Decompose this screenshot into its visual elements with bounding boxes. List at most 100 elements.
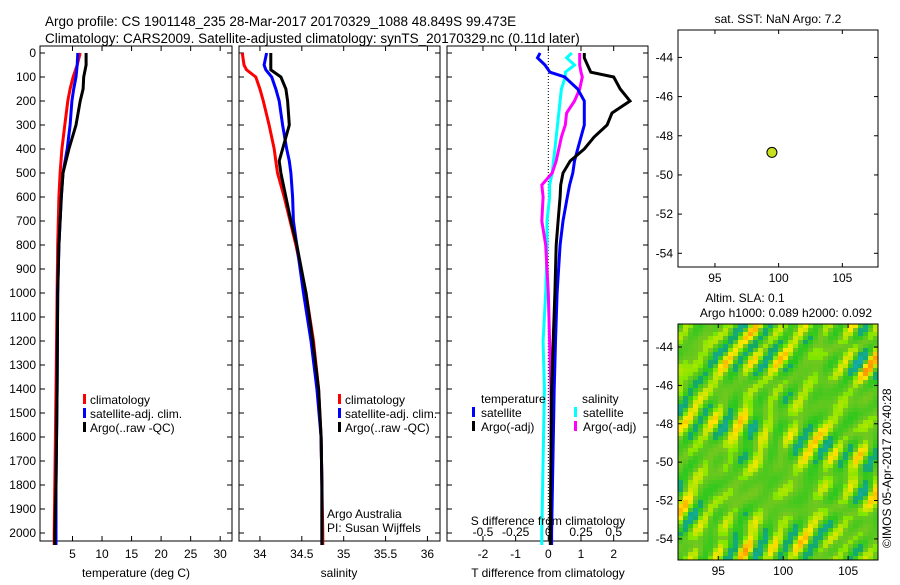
heatmap-cell <box>823 436 828 440</box>
heatmap-cell <box>718 372 723 376</box>
heatmap-cell <box>813 404 818 408</box>
heatmap-cell <box>763 532 768 536</box>
s-tick-label: 0.25 <box>569 525 593 539</box>
heatmap-cell <box>803 452 808 456</box>
heatmap-cell <box>838 412 843 416</box>
heatmap-cell <box>838 444 843 448</box>
heatmap-cell <box>858 504 863 508</box>
heatmap-cell <box>838 480 843 484</box>
heatmap-cell <box>708 388 713 392</box>
x-tick-label: 2 <box>610 547 617 561</box>
heatmap-cell <box>783 396 788 400</box>
heatmap-cell <box>873 508 878 512</box>
heatmap-cell <box>823 480 828 484</box>
heatmap-cell <box>753 504 758 508</box>
heatmap-cell <box>763 384 768 388</box>
heatmap-cell <box>758 424 763 428</box>
heatmap-cell <box>778 460 783 464</box>
heatmap-cell <box>818 340 823 344</box>
heatmap-cell <box>683 340 688 344</box>
heatmap-cell <box>678 504 683 508</box>
heatmap-cell <box>678 540 683 544</box>
heatmap-cell <box>813 448 818 452</box>
heatmap-cell <box>848 428 853 432</box>
heatmap-cell <box>793 456 798 460</box>
heatmap-cell <box>808 380 813 384</box>
heatmap-cell <box>748 452 753 456</box>
heatmap-cell <box>758 500 763 504</box>
heatmap-cell <box>838 512 843 516</box>
heatmap-cell <box>828 324 833 328</box>
heatmap-cell <box>718 452 723 456</box>
heatmap-cell <box>688 440 693 444</box>
heatmap-cell <box>798 340 803 344</box>
heatmap-cell <box>743 344 748 348</box>
heatmap-cell <box>863 340 868 344</box>
heatmap-cell <box>858 328 863 332</box>
heatmap-cell <box>723 348 728 352</box>
heatmap-cell <box>863 356 868 360</box>
heatmap-cell <box>793 424 798 428</box>
heatmap-cell <box>818 332 823 336</box>
heatmap-cell <box>868 420 873 424</box>
heatmap-cell <box>703 412 708 416</box>
heatmap-cell <box>798 508 803 512</box>
heatmap-cell <box>743 340 748 344</box>
heatmap-cell <box>678 412 683 416</box>
heatmap-cell <box>758 368 763 372</box>
heatmap-cell <box>828 536 833 540</box>
heatmap-cell <box>793 376 798 380</box>
heatmap-cell <box>808 412 813 416</box>
heatmap-cell <box>693 528 698 532</box>
heatmap-cell <box>833 472 838 476</box>
heatmap-cell <box>788 352 793 356</box>
heatmap-cell <box>693 408 698 412</box>
heatmap-cell <box>683 548 688 552</box>
heatmap-cell <box>698 420 703 424</box>
heatmap-cell <box>798 500 803 504</box>
heatmap-cell <box>803 424 808 428</box>
heatmap-cell <box>693 476 698 480</box>
heatmap-cell <box>728 368 733 372</box>
heatmap-cell <box>678 492 683 496</box>
heatmap-cell <box>693 364 698 368</box>
heatmap-cell <box>748 436 753 440</box>
heatmap-cell <box>773 472 778 476</box>
heatmap-cell <box>813 532 818 536</box>
heatmap-cell <box>848 420 853 424</box>
heatmap-cell <box>753 528 758 532</box>
heatmap-cell <box>693 344 698 348</box>
heatmap-cell <box>818 536 823 540</box>
heatmap-cell <box>738 324 743 328</box>
heatmap-cell <box>818 404 823 408</box>
heatmap-cell <box>793 460 798 464</box>
heatmap-cell <box>688 528 693 532</box>
heatmap-cell <box>743 504 748 508</box>
heatmap-cell <box>848 348 853 352</box>
heatmap-cell <box>783 368 788 372</box>
heatmap-cell <box>803 536 808 540</box>
heatmap-cell <box>838 368 843 372</box>
heatmap-cell <box>693 340 698 344</box>
depth-tick-label: 1200 <box>9 334 36 348</box>
heatmap-cell <box>793 500 798 504</box>
heatmap-cell <box>868 536 873 540</box>
heatmap-cell <box>773 452 778 456</box>
heatmap-cell <box>693 380 698 384</box>
heatmap-cell <box>693 376 698 380</box>
heatmap-cell <box>743 552 748 556</box>
heatmap-cell <box>853 468 858 472</box>
heatmap-cell <box>688 328 693 332</box>
heatmap-cell <box>723 516 728 520</box>
heatmap-cell <box>713 340 718 344</box>
heatmap-cell <box>823 380 828 384</box>
heatmap-cell <box>718 392 723 396</box>
heatmap-cell <box>743 408 748 412</box>
heatmap-cell <box>868 388 873 392</box>
heatmap-cell <box>738 452 743 456</box>
heatmap-cell <box>848 376 853 380</box>
heatmap-cell <box>793 516 798 520</box>
heatmap-cell <box>843 556 848 560</box>
heatmap-cell <box>873 436 878 440</box>
heatmap-cell <box>788 480 793 484</box>
